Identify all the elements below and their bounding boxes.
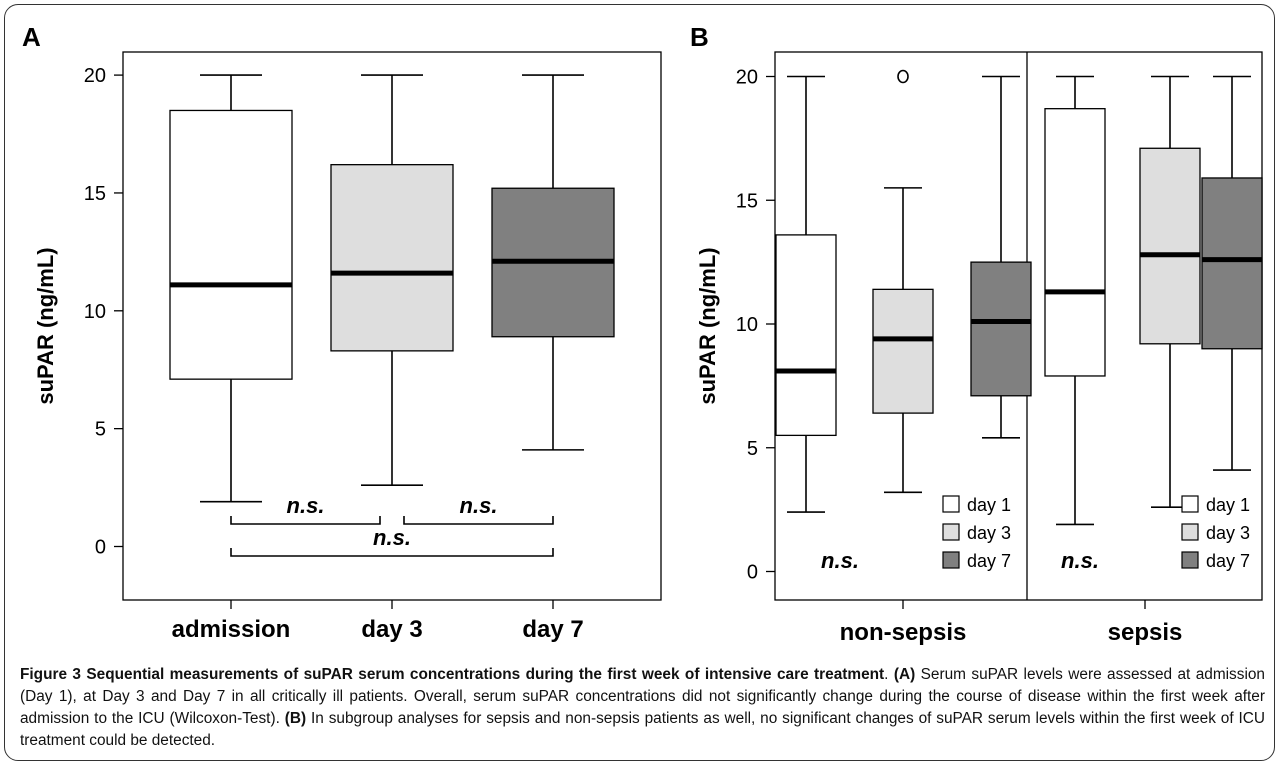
panel-b-legend-1-swatch-0 (1181, 495, 1199, 513)
panel-b-group-0: non-sepsis (840, 619, 967, 646)
panel-a-chart: 0 5 10 15 20 suPAR (ng/mL) admission day 3 day 7… (33, 51, 662, 643)
panel-b-legend-1-label-2: day 7 (1206, 551, 1250, 571)
caption-b-text: In subgroup analyses for sepsis and non-… (20, 710, 1265, 749)
panel-a-bracket-1 (403, 516, 554, 525)
panel-b-legend-0-label-2: day 7 (967, 551, 1011, 571)
panel-b-ytick-label-0: 0 (747, 562, 758, 584)
panel-b-g0-box-2-box (970, 261, 1032, 397)
panel-a-category-1: day 3 (361, 616, 422, 643)
panel-b-ytick-label-2: 10 (736, 314, 758, 336)
panel-b-g0-box-1-box (872, 288, 934, 414)
panel-b-annotation-1: n.s. (1061, 548, 1099, 573)
caption-a-tag: (A) (893, 666, 916, 683)
panel-a-annotation-2: n.s. (373, 525, 411, 550)
panel-b-group-1: sepsis (1108, 619, 1183, 646)
caption-a-text: Serum suPAR levels were assessed at admi… (20, 666, 1265, 727)
panel-b-legend-0-swatch-2 (942, 551, 960, 569)
panel-a-ytick-label-2: 10 (84, 301, 106, 323)
panel-a-ytick-label-0: 0 (95, 537, 106, 559)
panel-b-legend-1-swatch-1 (1181, 523, 1199, 541)
panel-a-label: A (22, 22, 41, 52)
panel-b-legend-0-label-0: day 1 (967, 495, 1011, 515)
panel-a-annotation-1: n.s. (460, 493, 498, 518)
panel-b-g1-box-2-box (1201, 177, 1263, 350)
caption-b-tag: (B) (284, 710, 307, 727)
panel-b-ylabel: suPAR (ng/mL) (695, 247, 720, 404)
panel-b-legend-0-swatch-0 (942, 495, 960, 513)
caption-title: Figure 3 Sequential measurements of suPA… (20, 666, 885, 683)
panel-a-category-0: admission (172, 616, 291, 643)
panel-a-ytick-label-3: 15 (84, 183, 106, 205)
panel-b-g1-box-1-box (1139, 147, 1201, 345)
panel-a-box-1-box (330, 164, 454, 352)
panel-b-legend-1-label-1: day 3 (1206, 523, 1250, 543)
panel-a-ytick-label-4: 20 (84, 65, 106, 87)
panel-a-bracket-0 (230, 516, 381, 525)
panel-b-legend-0-label-1: day 3 (967, 523, 1011, 543)
panel-b-legend-1-swatch-2 (1181, 551, 1199, 569)
panel-a-box-0-box (169, 109, 293, 380)
panel-a-ytick-label-1: 5 (95, 419, 106, 441)
panel-a-ylabel: suPAR (ng/mL) (33, 247, 58, 404)
panel-a-category-2: day 7 (522, 616, 583, 643)
figure-caption: Figure 3 Sequential measurements of suPA… (20, 666, 1265, 749)
panel-a-bracket-2 (230, 548, 554, 557)
panel-b-ytick-label-3: 15 (736, 190, 758, 212)
panel-b-label: B (690, 22, 709, 52)
panel-b-chart: 0 5 10 15 20 suPAR (ng/mL) non-sepsis sepsis n.s… (695, 51, 1263, 646)
panel-b-g1-box-0-box (1044, 108, 1106, 377)
figure-frame (4, 4, 1275, 761)
panel-a-annotation-0: n.s. (287, 493, 325, 518)
panel-b-g0-box-1-outlier-0 (897, 69, 909, 84)
panel-b-annotation-0: n.s. (821, 548, 859, 573)
panel-b-legend-0-swatch-1 (942, 523, 960, 541)
panel-b-legend-1-label-0: day 1 (1206, 495, 1250, 515)
panel-b-g0-box-0-box (775, 234, 837, 437)
panel-b-ytick-label-1: 5 (747, 438, 758, 460)
panel-b-ytick-label-4: 20 (736, 67, 758, 89)
